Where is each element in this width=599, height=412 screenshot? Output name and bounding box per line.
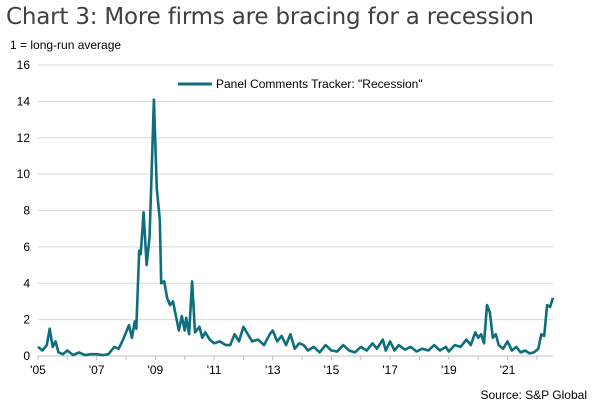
source-note: Source: S&P Global xyxy=(480,388,587,402)
x-tick-label: '09 xyxy=(148,363,164,377)
x-tick-label: '19 xyxy=(441,363,457,377)
x-axis-ticks: '05 '07 '09 '11 '13 '15 '17 '19 '21 xyxy=(30,356,538,377)
legend-label: Panel Comments Tracker: "Recession" xyxy=(216,77,423,91)
y-tick-label: 14 xyxy=(17,94,31,108)
x-tick-label: '13 xyxy=(265,363,281,377)
x-tick-label: '17 xyxy=(382,363,398,377)
x-tick-label: '05 xyxy=(30,363,46,377)
x-tick-label: '11 xyxy=(207,363,222,377)
gridlines xyxy=(38,64,553,321)
y-tick-label: 10 xyxy=(17,167,31,181)
chart-title: Chart 3: More firms are bracing for a re… xyxy=(6,4,534,30)
legend: Panel Comments Tracker: "Recession" xyxy=(178,77,423,91)
x-tick-label: '15 xyxy=(324,363,340,377)
y-tick-label: 12 xyxy=(17,131,31,145)
y-tick-label: 6 xyxy=(23,240,30,254)
y-tick-label: 16 xyxy=(17,58,31,72)
x-tick-label: '21 xyxy=(500,363,516,377)
series-line-recession xyxy=(37,98,555,357)
y-tick-label: 8 xyxy=(23,204,30,218)
y-tick-label: 4 xyxy=(23,276,30,290)
y-tick-label: 2 xyxy=(23,313,30,327)
y-tick-label: 0 xyxy=(23,349,30,363)
y-axis-unit-label: 1 = long-run average xyxy=(10,38,122,52)
y-axis-ticks: 0 2 4 6 8 10 12 14 16 xyxy=(17,58,31,363)
x-tick-label: '07 xyxy=(89,363,105,377)
